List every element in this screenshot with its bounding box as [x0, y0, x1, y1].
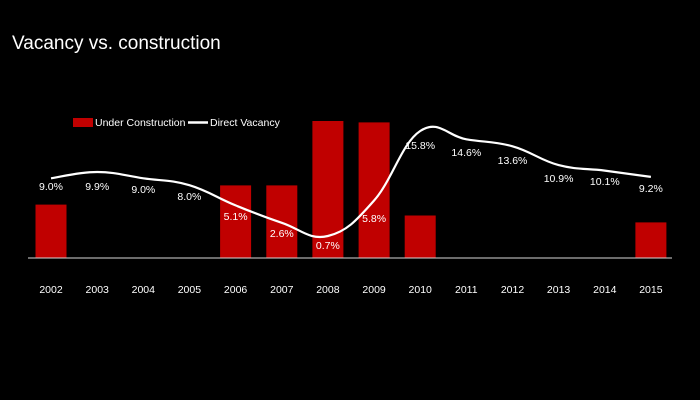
x-tick-2007: 2007 — [270, 284, 294, 296]
x-tick-2015: 2015 — [639, 284, 663, 296]
legend-label-under-construction: Under Construction — [95, 117, 186, 129]
x-tick-2003: 2003 — [86, 284, 110, 296]
bar-2010 — [404, 215, 436, 258]
vacancy-label-2009: 5.8% — [362, 213, 386, 225]
vacancy-labels-group: 9.0% 9.9% 9.0% 8.0% 5.1% 2.6% 0.7% 5.8% 15.8% 14.… — [39, 140, 663, 252]
legend-label-direct-vacancy: Direct Vacancy — [210, 117, 281, 129]
vacancy-label-2006: 5.1% — [224, 211, 248, 223]
x-tick-2012: 2012 — [501, 284, 525, 296]
x-tick-2006: 2006 — [224, 284, 248, 296]
vacancy-label-2010: 15.8% — [405, 140, 435, 152]
x-tick-labels-group: 2002 2003 2004 2005 2006 2007 2008 2009 2010 2011… — [39, 284, 662, 296]
vacancy-label-2003: 9.9% — [85, 181, 109, 193]
vacancy-label-2013: 10.9% — [544, 173, 574, 185]
vacancy-label-2005: 8.0% — [177, 191, 201, 203]
x-tick-2002: 2002 — [39, 284, 63, 296]
x-tick-2013: 2013 — [547, 284, 571, 296]
bar-2002 — [35, 204, 67, 258]
x-tick-2005: 2005 — [178, 284, 202, 296]
vacancy-label-2007: 2.6% — [270, 228, 294, 240]
direct-vacancy-line — [50, 125, 652, 239]
bar-2015 — [635, 222, 667, 258]
vacancy-label-2008: 0.7% — [316, 240, 340, 252]
vacancy-label-2011: 14.6% — [451, 147, 481, 159]
bar-2006 — [220, 185, 252, 258]
x-tick-2004: 2004 — [132, 284, 156, 296]
vacancy-label-2014: 10.1% — [590, 176, 620, 188]
bar-2009 — [358, 122, 390, 259]
x-tick-2010: 2010 — [409, 284, 433, 296]
x-tick-2008: 2008 — [316, 284, 340, 296]
vacancy-label-2012: 13.6% — [498, 155, 528, 167]
vacancy-label-2002: 9.0% — [39, 181, 63, 193]
x-tick-2011: 2011 — [455, 284, 478, 296]
vacancy-label-2004: 9.0% — [131, 184, 155, 196]
legend: Under Construction Direct Vacancy — [73, 117, 281, 129]
vacancy-label-2015: 9.2% — [639, 183, 663, 195]
legend-swatch-under-construction — [73, 118, 93, 127]
chart-title: Vacancy vs. construction — [12, 33, 221, 54]
bars-group — [35, 121, 667, 259]
x-tick-2009: 2009 — [362, 284, 386, 296]
x-tick-2014: 2014 — [593, 284, 617, 296]
